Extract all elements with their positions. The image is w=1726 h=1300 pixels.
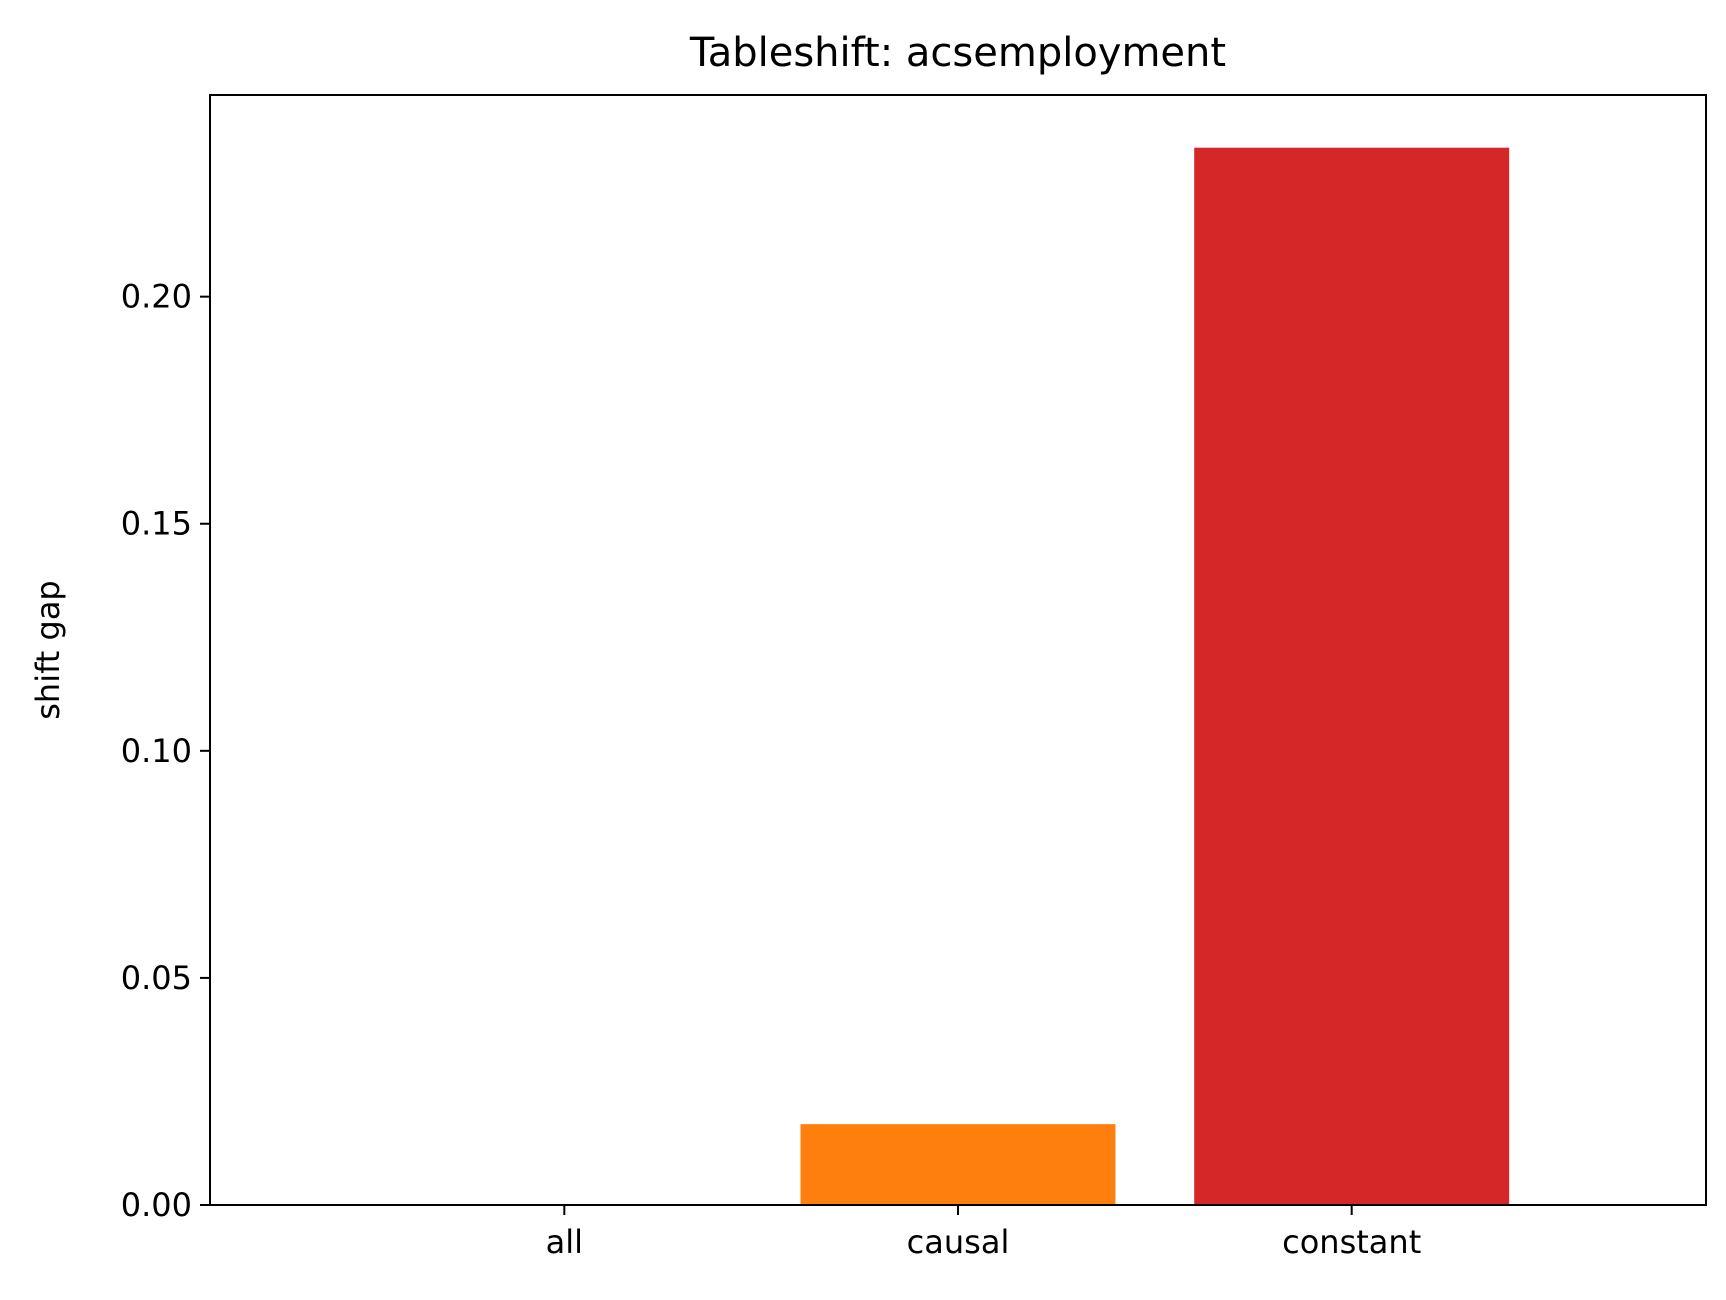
- y-tick-label: 0.20: [121, 278, 192, 316]
- y-ticks-group: 0.00 0.05 0.10 0.15 0.20: [121, 278, 210, 1224]
- plot-frame: [209, 94, 1707, 1206]
- bar-constant: [1194, 147, 1510, 1206]
- y-tick-label: 0.05: [121, 959, 192, 997]
- bar-causal: [800, 1124, 1116, 1205]
- x-tick-label: causal: [907, 1223, 1010, 1261]
- y-tick-label: 0.15: [121, 505, 192, 543]
- bars-group: [800, 147, 1510, 1206]
- x-tick-label: constant: [1282, 1223, 1421, 1261]
- chart-title: Tableshift: acsemployment: [689, 30, 1226, 76]
- x-ticks-group: all causal constant: [546, 1205, 1421, 1261]
- y-tick-label: 0.00: [121, 1186, 192, 1224]
- x-tick-label: all: [546, 1223, 583, 1261]
- y-axis-label: shift gap: [29, 580, 67, 720]
- y-tick-label: 0.10: [121, 732, 192, 770]
